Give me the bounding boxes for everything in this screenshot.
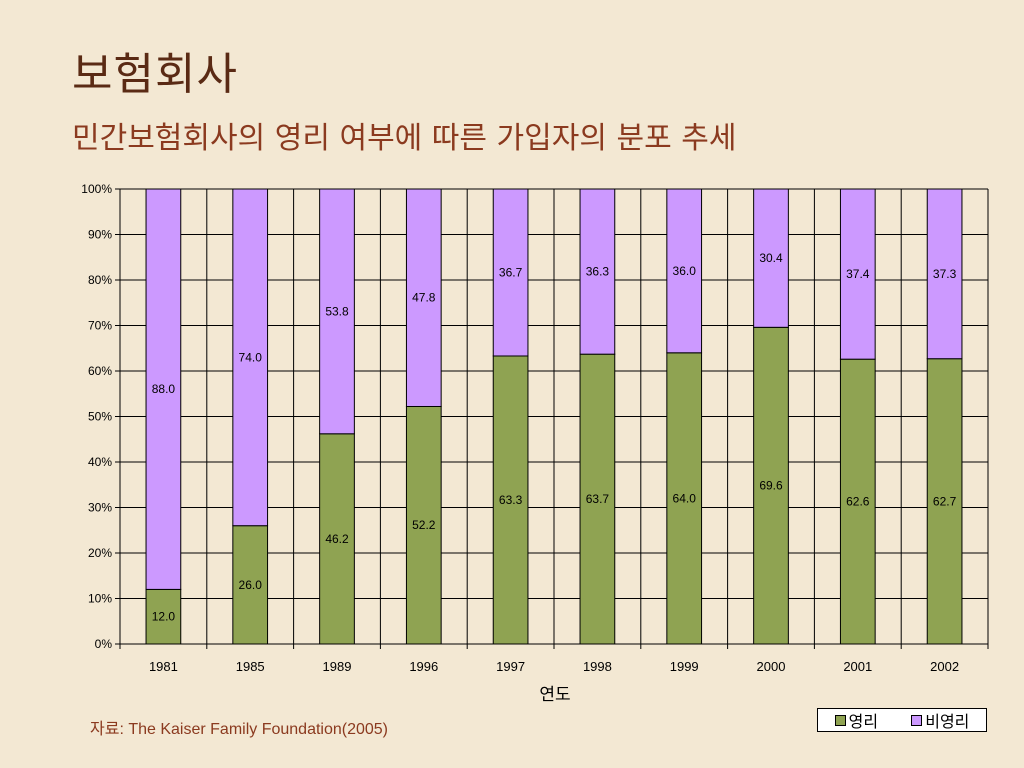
x-axis-title: 연도 [539, 685, 570, 705]
legend-label-profit: 영리 [848, 712, 879, 731]
y-tick-label: 100% [81, 182, 112, 196]
legend-item-profit: 영리 [834, 708, 879, 732]
bar-nonprofit [232, 188, 269, 527]
data-label: 46.2 [325, 532, 349, 546]
y-tick-label: 30% [88, 501, 112, 515]
x-tick-label: 1998 [583, 659, 612, 674]
bar-profit [492, 355, 529, 645]
x-tick-label: 2001 [843, 659, 872, 674]
data-label: 37.3 [933, 267, 957, 281]
legend-item-nonprofit: 비영리 [911, 708, 969, 732]
bar-nonprofit [319, 188, 355, 435]
y-tick-label: 60% [88, 364, 112, 378]
data-label: 88.0 [152, 382, 176, 396]
bar-nonprofit [666, 188, 703, 354]
y-tick-label: 10% [88, 592, 112, 606]
bar-profit [839, 358, 876, 645]
x-tick-label: 1997 [496, 659, 525, 674]
x-tick-label: 2000 [757, 659, 786, 674]
bar-nonprofit [753, 188, 789, 328]
legend-label-nonprofit: 비영리 [925, 712, 970, 731]
data-label: 74.0 [239, 350, 263, 364]
data-label: 47.8 [412, 291, 436, 305]
x-tick-label: 1989 [323, 659, 352, 674]
data-label: 26.0 [239, 578, 263, 592]
bar-profit [753, 326, 789, 645]
x-tick-label: 2002 [930, 659, 959, 674]
legend-swatch-nonprofit [911, 714, 923, 726]
y-tick-label: 90% [88, 228, 112, 242]
data-label: 63.7 [586, 492, 610, 506]
data-label: 36.7 [499, 265, 523, 279]
bar-profit [405, 405, 442, 645]
data-label: 64.0 [673, 491, 697, 505]
bar-profit [145, 588, 182, 645]
data-label: 36.0 [673, 264, 697, 278]
y-tick-label: 80% [88, 273, 112, 287]
data-label: 69.6 [759, 479, 783, 493]
bar-nonprofit [839, 188, 876, 360]
x-tick-label: 1981 [149, 659, 178, 674]
data-label: 53.8 [325, 304, 349, 318]
chart-legend: 영리 비영리 [817, 708, 987, 732]
source-note: 자료: The Kaiser Family Foundation(2005) [90, 721, 389, 738]
bar-profit [319, 433, 355, 645]
data-label: 62.6 [846, 495, 870, 509]
legend-swatch-profit [834, 714, 846, 726]
data-label: 52.2 [412, 518, 436, 532]
data-label: 36.3 [586, 265, 610, 279]
bar-nonprofit [145, 188, 182, 590]
x-tick-label: 1999 [670, 659, 699, 674]
slide-title: 보험회사 [72, 49, 238, 100]
data-label: 30.4 [759, 251, 783, 265]
bar-profit [579, 353, 616, 645]
data-label: 63.3 [499, 493, 523, 507]
bar-nonprofit [579, 188, 616, 355]
x-tick-label: 1996 [409, 659, 438, 674]
bar-nonprofit [492, 188, 529, 357]
data-label: 62.7 [933, 494, 957, 508]
data-label: 12.0 [152, 610, 176, 624]
data-label: 37.4 [846, 267, 870, 281]
y-tick-label: 0% [95, 637, 113, 651]
bar-nonprofit [926, 188, 963, 360]
y-tick-label: 20% [88, 546, 112, 560]
bar-nonprofit [405, 188, 442, 407]
y-tick-label: 50% [88, 410, 112, 424]
bar-profit [926, 358, 963, 645]
y-tick-label: 70% [88, 319, 112, 333]
x-tick-label: 1985 [236, 659, 265, 674]
y-tick-label: 40% [88, 455, 112, 469]
slide-subtitle: 민간보험회사의 영리 여부에 따른 가입자의 분포 추세 [72, 121, 737, 156]
